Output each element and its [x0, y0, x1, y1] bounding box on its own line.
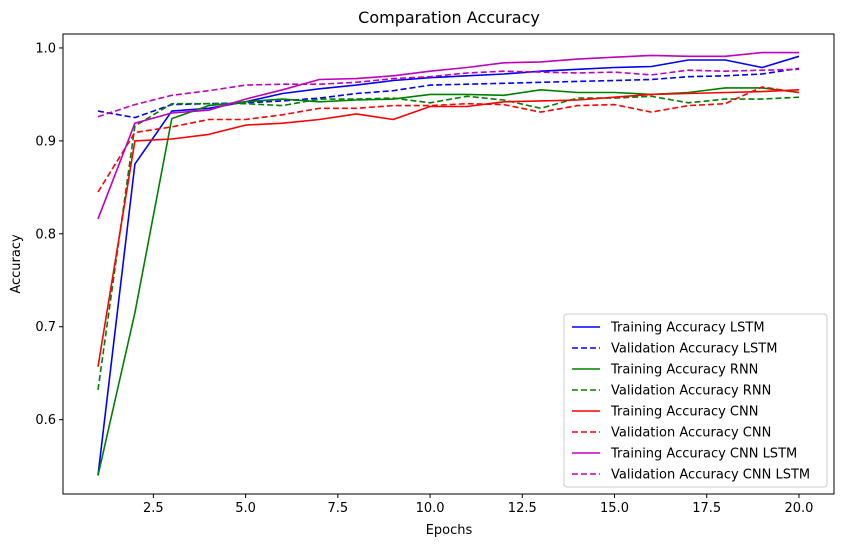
x-tick-label: 20.0	[784, 501, 813, 516]
x-axis-label: Epochs	[426, 523, 473, 538]
legend-entry-label: Validation Accuracy CNN	[611, 426, 771, 441]
y-axis-label: Accuracy	[9, 234, 24, 294]
y-tick-label: 0.9	[35, 134, 56, 149]
x-axis: 2.5 5.0 7.5 10.0 12.5 15.0 17.5 20.0	[143, 494, 813, 516]
plot-area	[62, 33, 835, 495]
x-tick-label: 17.5	[692, 501, 721, 516]
legend-entry-label: Training Accuracy CNN LSTM	[610, 447, 797, 462]
x-tick-label: 2.5	[143, 501, 164, 516]
series-line-training-accuracy-cnn	[97, 89, 800, 367]
x-tick-label: 10.0	[416, 501, 445, 516]
series-layer	[97, 51, 800, 476]
series-line-validation-accuracy-cnn	[97, 86, 800, 193]
series-line-validation-accuracy-cnn-lstm	[97, 68, 800, 118]
legend: Training Accuracy LSTM Validation Accurac…	[563, 313, 828, 488]
x-tick-label: 5.0	[235, 501, 256, 516]
series-line-validation-accuracy-rnn	[97, 95, 800, 391]
legend-entry-label: Validation Accuracy LSTM	[611, 342, 777, 357]
legend-entry-label: Training Accuracy RNN	[610, 363, 758, 378]
y-tick-label: 0.6	[35, 413, 56, 428]
legend-entry-label: Validation Accuracy CNN LSTM	[611, 468, 810, 483]
legend-entry-label: Training Accuracy CNN	[610, 405, 758, 420]
y-tick-label: 0.7	[35, 320, 56, 335]
series-line-training-accuracy-rnn	[97, 87, 800, 476]
x-tick-label: 12.5	[508, 501, 537, 516]
x-tick-label: 15.0	[600, 501, 629, 516]
plot-frame	[62, 33, 835, 495]
legend-box	[563, 313, 828, 488]
y-tick-label: 1.0	[35, 41, 56, 56]
legend-entry-label: Validation Accuracy RNN	[611, 384, 771, 399]
series-line-training-accuracy-lstm	[97, 55, 800, 476]
series-line-training-accuracy-cnn-lstm	[97, 51, 799, 220]
y-axis: 0.6 0.7 0.8 0.9 1.0	[35, 41, 63, 428]
chart-title: Comparation Accuracy	[358, 8, 540, 27]
legend-entry-label: Training Accuracy LSTM	[610, 321, 765, 336]
y-tick-label: 0.8	[35, 227, 56, 242]
x-tick-label: 7.5	[327, 501, 348, 516]
